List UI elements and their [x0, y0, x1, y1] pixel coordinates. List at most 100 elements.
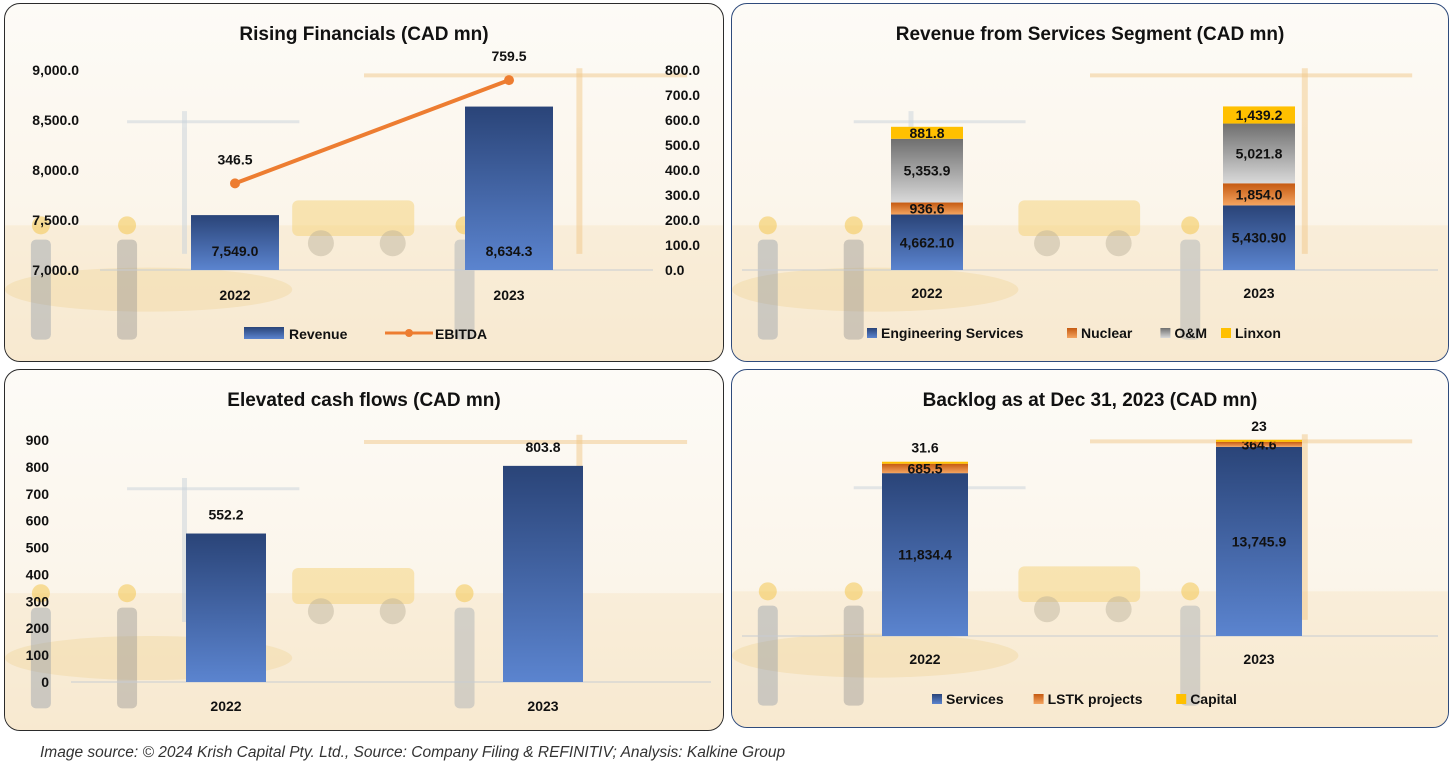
worker-helmet-decoration [118, 584, 137, 603]
chart-cash-flows: Elevated cash flows (CAD mn) 0 100 200 300 4… [5, 390, 723, 730]
y-left-tick-label: 7,000.0 [32, 262, 79, 278]
x-tick-label: 2023 [527, 698, 558, 714]
data-label: 11,834.4 [898, 547, 952, 563]
wheel-decoration [307, 230, 334, 257]
chart-title: Elevated cash flows (CAD mn) [227, 390, 500, 411]
legend-swatch-revenue [244, 327, 284, 339]
worker-body-decoration [757, 605, 778, 706]
y-right-tick-label: 200.0 [665, 212, 700, 228]
chart-backlog: Backlog as at Dec 31, 2023 (CAD mn) 11,8… [732, 390, 1448, 727]
bar-segment-lstk-projects-2022 [882, 463, 968, 474]
chart-title: Revenue from Services Segment (CAD mn) [896, 24, 1285, 45]
chart-panel-cash-flows: Elevated cash flows (CAD mn) 0 100 200 300 4… [4, 369, 724, 731]
bar-segment-linxon-2022 [891, 126, 963, 139]
data-label-revenue: 7,549.0 [212, 243, 259, 259]
bar-segment-nuclear-2023 [1223, 183, 1295, 206]
bar-segment-o-m-2023 [1223, 123, 1295, 184]
wheel-decoration [1105, 230, 1132, 257]
wheel-decoration [379, 598, 406, 625]
x-tick-label: 2023 [493, 287, 524, 303]
legend-swatch-nuclear [1067, 328, 1077, 338]
bar-segment-services-2023 [1216, 446, 1302, 636]
y-tick-label: 0 [41, 674, 49, 690]
data-label: 364.6 [1241, 436, 1276, 452]
wheel-decoration [1105, 596, 1132, 623]
y-tick-label: 700 [26, 486, 50, 502]
sand-mound-decoration [732, 633, 1019, 678]
x-tick-label: 2022 [911, 285, 942, 301]
data-label: 31.6 [911, 440, 938, 456]
y-left-tick-label: 8,000.0 [32, 162, 79, 178]
line-ebitda [233, 78, 511, 186]
y-tick-label: 400 [26, 566, 50, 582]
data-label: 1,439.2 [1236, 107, 1283, 123]
legend-swatch-lstk-projects [1033, 694, 1044, 704]
chart-rising-financials: Rising Financials (CAD mn) 7,000.0 7,500.… [5, 24, 723, 361]
y-tick-label: 600 [26, 513, 50, 529]
wheel-decoration [379, 230, 406, 257]
worker-body-decoration [30, 607, 51, 709]
legend-swatch-engineering-services [867, 328, 877, 338]
worker-helmet-decoration [118, 216, 137, 235]
y-tick-label: 800 [26, 459, 50, 475]
y-right-tick-label: 500.0 [665, 137, 700, 153]
data-label: 23 [1251, 418, 1267, 434]
x-tick-label: 2023 [1243, 651, 1274, 667]
y-tick-label: 100 [26, 647, 50, 663]
worker-body-decoration [1180, 239, 1201, 340]
legend-label-nuclear: Nuclear [1081, 325, 1133, 341]
bar-segment-lstk-projects-2023 [1216, 441, 1302, 447]
bar-revenue-2023 [465, 106, 553, 270]
bar-segment-o-m-2022 [891, 138, 963, 203]
data-label: 1,854.0 [1236, 186, 1283, 202]
worker-helmet-decoration [455, 584, 474, 603]
data-label: 685.5 [907, 460, 942, 476]
y-right-tick-label: 100.0 [665, 237, 700, 253]
y-right-tick-label: 800.0 [665, 62, 700, 78]
data-label: 552.2 [208, 507, 243, 523]
legend-label-linxon: Linxon [1235, 325, 1281, 341]
data-label: 936.6 [909, 201, 944, 217]
y-tick-label: 300 [26, 593, 50, 609]
worker-body-decoration [843, 239, 864, 340]
truck-decoration [1018, 566, 1141, 603]
y-right-tick-label: 300.0 [665, 187, 700, 203]
worker-helmet-decoration [844, 216, 863, 235]
legend-label-revenue: Revenue [289, 326, 348, 342]
chart-panel-rising-financials: Rising Financials (CAD mn) 7,000.0 7,500.… [4, 3, 724, 362]
image-source-footer: Image source: © 2024 Krish Capital Pty. … [40, 744, 786, 761]
sand-mound-decoration [5, 267, 293, 312]
chart-title: Rising Financials (CAD mn) [239, 24, 488, 45]
data-label: 13,745.9 [1232, 533, 1287, 549]
worker-body-decoration [757, 239, 778, 340]
data-label: 5,353.9 [904, 163, 951, 179]
bar-cash-flow-2022 [186, 533, 266, 682]
sand-mound-decoration [732, 267, 1019, 312]
legend-swatch-services [932, 694, 942, 704]
bar-segment-capital-2023 [1216, 439, 1302, 442]
data-label-ebitda: 759.5 [491, 48, 526, 64]
bar-segment-linxon-2023 [1223, 106, 1295, 124]
chart-services-revenue: Revenue from Services Segment (CAD mn) 4… [732, 24, 1448, 361]
y-right-tick-label: 700.0 [665, 87, 700, 103]
legend-label-o-m: O&M [1174, 325, 1207, 341]
worker-body-decoration [843, 605, 864, 706]
y-tick-label: 900 [26, 432, 50, 448]
bar-segment-capital-2022 [882, 461, 968, 464]
y-right-tick-label: 600.0 [665, 112, 700, 128]
truck-decoration [292, 568, 415, 604]
legend-label-capital: Capital [1190, 691, 1237, 707]
wheel-decoration [1034, 230, 1061, 257]
bar-segment-nuclear-2022 [891, 202, 963, 215]
wheel-decoration [307, 598, 334, 625]
y-left-tick-label: 9,000.0 [32, 62, 79, 78]
worker-helmet-decoration [31, 216, 50, 235]
legend-label-ebitda: EBITDA [435, 326, 487, 342]
worker-body-decoration [117, 239, 138, 340]
y-tick-label: 200 [26, 620, 50, 636]
bar-segment-engineering-services-2022 [891, 214, 963, 270]
legend-label-lstk-projects: LSTK projects [1048, 691, 1143, 707]
worker-body-decoration [30, 239, 51, 340]
data-label: 5,430.90 [1232, 230, 1287, 246]
legend-swatch-linxon [1221, 328, 1231, 338]
